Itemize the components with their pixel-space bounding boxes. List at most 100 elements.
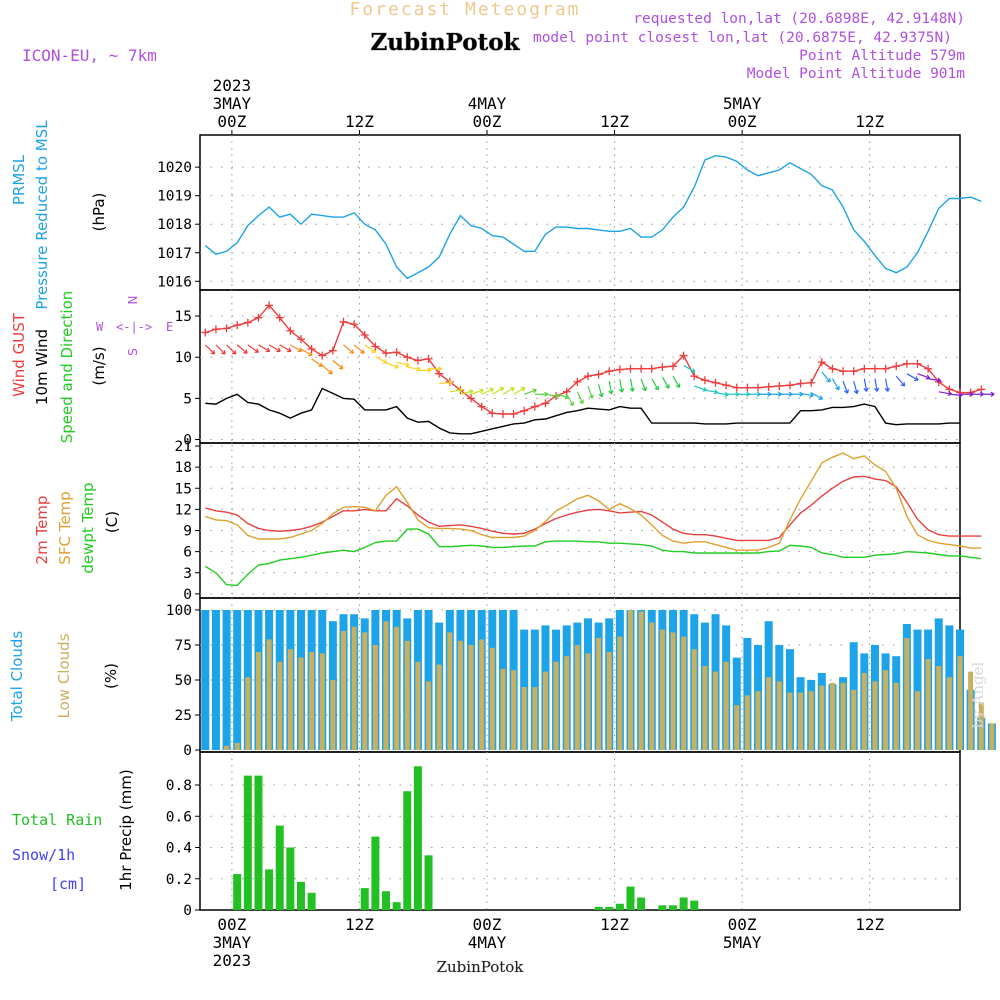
low-cloud-bar (617, 636, 623, 750)
compass-n: N (126, 296, 140, 305)
low-cloud-bar (925, 659, 931, 750)
low-cloud-bar (479, 639, 485, 750)
wind-arrow (513, 386, 526, 395)
gust-marker (828, 364, 837, 373)
low-cloud-bar (808, 691, 814, 750)
gust-marker (350, 320, 359, 329)
time-label: 3MAY (213, 94, 252, 113)
total-cloud-bar (424, 610, 433, 750)
low-cloud-bar (553, 661, 559, 750)
low-cloud-bar (989, 723, 995, 750)
low-cloud-bar (957, 656, 963, 750)
low-cloud-bar (372, 645, 378, 750)
low-cloud-bar (362, 632, 368, 750)
low-cloud-bar (319, 653, 325, 750)
low-cloud-bar (670, 632, 676, 750)
wind-arrow (502, 386, 515, 395)
low-cloud-bar (978, 702, 984, 750)
gust-marker (583, 372, 592, 381)
gust-marker (637, 364, 646, 373)
gust-marker (392, 348, 401, 357)
rain-bar (392, 902, 401, 910)
y-tick-label: 15 (175, 481, 192, 497)
y-tick-label: 3 (183, 566, 192, 582)
wind-arrow (598, 384, 604, 398)
y-tick-label: 1019 (157, 189, 192, 205)
low-cloud-bar (468, 645, 474, 750)
gust-marker (328, 346, 337, 355)
wind-arrow (449, 387, 463, 393)
time-label: 00Z (217, 112, 246, 131)
rain-bar (233, 874, 242, 910)
low-cloud-bar (734, 705, 740, 750)
requested-point: requested lon,lat (20.6898E, 42.9148N) (633, 11, 965, 27)
gust-marker (807, 378, 816, 387)
low-cloud-bar (744, 695, 750, 750)
wind-arrow (321, 364, 333, 375)
panel-frame (199, 751, 961, 911)
gust-label: Wind GUST (10, 312, 28, 397)
low-cloud-bar (883, 670, 889, 750)
y-tick-label: 0.2 (166, 872, 192, 888)
rain-bar (679, 897, 688, 910)
low-cloud-bar (426, 681, 432, 750)
gust-marker (785, 381, 794, 390)
model-altitude: Model Point Altitude 901m (747, 66, 966, 82)
gust-marker (318, 351, 327, 360)
wind-arrow (226, 344, 237, 355)
wind-arrow (874, 378, 880, 392)
low-cloud-bar (627, 610, 633, 750)
gust-marker (296, 335, 305, 344)
low-cloud-bar (500, 668, 506, 750)
gust-marker (594, 370, 603, 379)
wind-arrow (566, 393, 574, 407)
gust-marker (669, 362, 678, 371)
low-cloud-bar (968, 671, 974, 750)
low-cloud-bar (404, 640, 410, 750)
wind-arrow (364, 344, 376, 353)
y-tick-label: 75 (175, 638, 192, 654)
total-cloud-bar (913, 629, 922, 750)
rain-bar (605, 906, 614, 910)
gust-marker (881, 364, 890, 373)
time-label: 12Z (855, 915, 884, 934)
y-tick-label: 5 (183, 391, 192, 407)
total-cloud-bar (201, 610, 210, 750)
gust-marker (254, 313, 263, 322)
gust-marker (339, 317, 348, 326)
wind-arrow (311, 358, 323, 367)
low-cloud-bar (649, 622, 655, 750)
gust-marker (722, 381, 731, 390)
gust-marker (647, 364, 656, 373)
series-line (205, 452, 982, 551)
wind-arrow (928, 377, 942, 383)
gust-marker (382, 349, 391, 358)
low-cloud-bar (245, 677, 251, 750)
temp-unit: (C) (103, 511, 121, 533)
wind-arrow (481, 387, 494, 395)
tempsfc-label: SFC Temp (56, 491, 74, 564)
snow-unit: [cm] (50, 875, 86, 893)
pressure-panel: 1016 1017 1018 1019 1020 (157, 134, 982, 291)
low-cloud-bar (691, 649, 697, 750)
wind-arrow (545, 393, 559, 399)
gust-marker (403, 353, 412, 362)
gust-marker (509, 410, 518, 419)
time-label: 5MAY (723, 94, 762, 113)
gust-marker (764, 382, 773, 391)
gust-marker (658, 363, 667, 372)
wind-arrow (215, 344, 226, 355)
low-cloud-bar (893, 682, 899, 750)
low-cloud-bar (787, 692, 793, 750)
wind-arrow (651, 378, 660, 391)
gust-marker (435, 369, 444, 378)
compass-w: W (96, 320, 104, 334)
y-tick-label: 12 (175, 502, 192, 518)
series-line (204, 154, 982, 280)
forecast-title: Forecast Meteogram (349, 0, 580, 20)
time-label: 12Z (600, 915, 629, 934)
precip-panel: 0 0.2 0.4 0.6 0.8 (166, 751, 961, 919)
y-tick-label: 1020 (157, 160, 192, 176)
gust-marker (913, 359, 922, 368)
wind-arrow (492, 386, 505, 395)
